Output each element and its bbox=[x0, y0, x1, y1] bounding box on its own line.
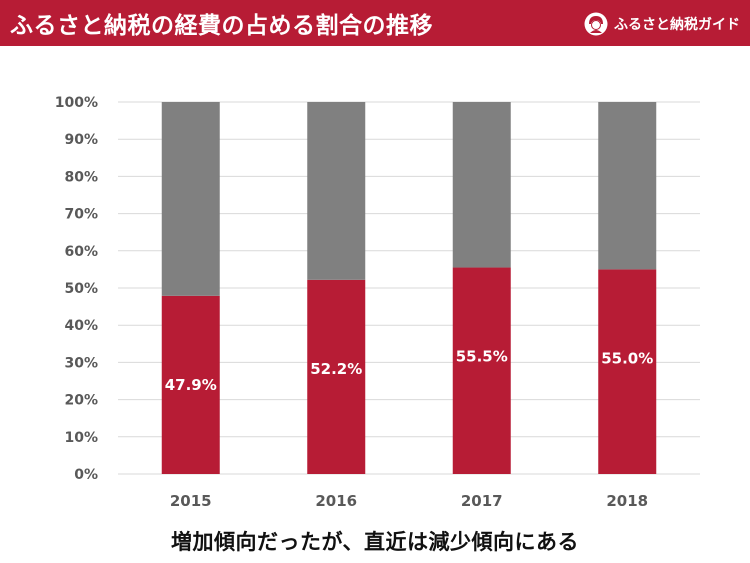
y-tick-label: 20% bbox=[64, 393, 98, 409]
title-bar: ふるさと納税の経費の占める割合の推移 ふるさと納税ガイド bbox=[0, 0, 750, 46]
bar-expense-share bbox=[452, 267, 511, 474]
y-axis-ticks: 0% 10% 20% 30% 40% 50% 60% 70% 80% 90% 100% bbox=[55, 95, 98, 483]
x-axis-ticks: 2015 2016 2017 2018 bbox=[170, 492, 648, 510]
bar-data-label: 52.2% bbox=[310, 360, 362, 378]
y-tick-label: 60% bbox=[64, 244, 98, 260]
y-tick-label: 10% bbox=[64, 430, 98, 446]
bar-expense-share bbox=[598, 269, 657, 474]
y-tick-label: 70% bbox=[64, 207, 98, 223]
y-tick-label: 80% bbox=[64, 169, 98, 185]
y-tick-label: 30% bbox=[64, 355, 98, 371]
bar-remainder bbox=[307, 102, 366, 280]
bar-data-label: 55.5% bbox=[456, 348, 508, 366]
x-tick-label: 2018 bbox=[606, 492, 648, 510]
brand-logo[interactable]: ふるさと納税ガイド bbox=[584, 12, 740, 36]
x-tick-label: 2016 bbox=[315, 492, 357, 510]
bars bbox=[161, 102, 657, 474]
bar-expense-share bbox=[307, 279, 366, 474]
bar-remainder bbox=[598, 102, 657, 270]
bar-remainder bbox=[452, 102, 511, 268]
kimono-girl-icon bbox=[584, 12, 608, 36]
bar-remainder bbox=[161, 102, 220, 296]
stacked-bar-chart: 0% 10% 20% 30% 40% 50% 60% 70% 80% 90% 100% 47.9% 5… bbox=[55, 95, 700, 510]
y-tick-label: 40% bbox=[64, 318, 98, 334]
data-labels: 47.9% 52.2% 55.5% 55.0% bbox=[165, 348, 654, 394]
brand-name: ふるさと納税ガイド bbox=[614, 17, 740, 33]
chart-caption: 増加傾向だったが、直近は減少傾向にある bbox=[170, 530, 580, 554]
page-title: ふるさと納税の経費の占める割合の推移 bbox=[10, 13, 433, 39]
y-tick-label: 100% bbox=[55, 95, 98, 111]
bar-data-label: 55.0% bbox=[601, 349, 653, 367]
x-tick-label: 2015 bbox=[170, 492, 212, 510]
bar-data-label: 47.9% bbox=[165, 376, 217, 394]
y-tick-label: 50% bbox=[64, 281, 98, 297]
y-tick-label: 0% bbox=[74, 467, 98, 483]
y-tick-label: 90% bbox=[64, 132, 98, 148]
bar-expense-share bbox=[161, 295, 220, 474]
x-tick-label: 2017 bbox=[461, 492, 503, 510]
